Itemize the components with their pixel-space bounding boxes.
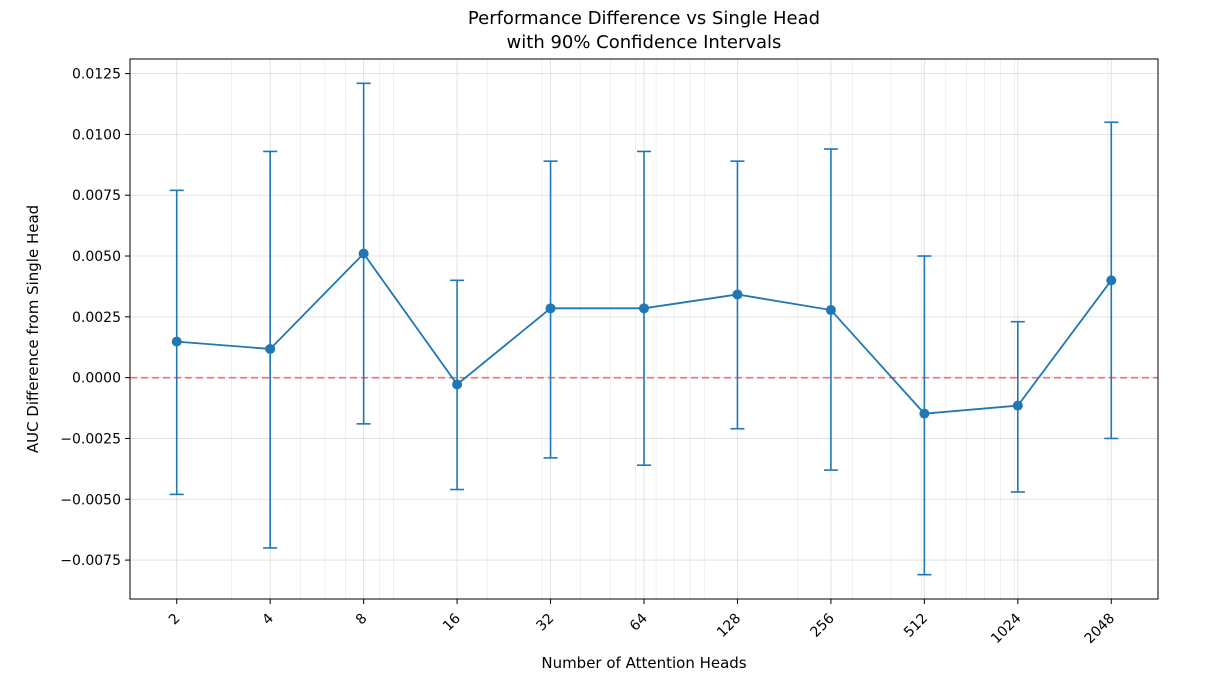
x-tick-label: 32: [533, 611, 557, 635]
data-point: [265, 343, 276, 354]
x-axis: 2 4 8 16 32 64 128 256 512 1024 2048: [166, 599, 1118, 647]
error-bars: [169, 82, 1119, 576]
x-tick-label: 256: [808, 610, 838, 640]
x-tick-label: 2: [166, 611, 184, 629]
x-tick-label: 16: [440, 610, 464, 634]
x-tick-label: 1024: [988, 610, 1025, 647]
data-point: [1012, 400, 1023, 411]
x-tick-label: 8: [353, 611, 371, 629]
y-tick-label: 0.0100: [72, 127, 121, 143]
y-tick-label: −0.0025: [60, 431, 121, 447]
y-tick-label: 0.0025: [72, 310, 121, 326]
data-point: [545, 303, 556, 314]
data-point: [825, 305, 836, 316]
y-axis: −0.0075 −0.0050 −0.0025 0.0000 0.0025 0.0050 0…: [60, 67, 130, 569]
y-tick-label: 0.0125: [72, 67, 121, 83]
y-tick-label: 0.0050: [72, 249, 121, 265]
chart-title-line-2: with 90% Confidence Intervals: [507, 32, 782, 53]
data-point: [919, 408, 930, 419]
x-tick-label: 2048: [1082, 611, 1119, 648]
data-point: [452, 379, 463, 390]
y-tick-label: 0.0075: [72, 188, 121, 204]
data-point: [358, 248, 369, 259]
data-point: [639, 303, 649, 314]
series: [171, 248, 1117, 419]
data-point: [1106, 275, 1117, 286]
data-point: [171, 336, 182, 347]
x-tick-label: 64: [627, 610, 651, 634]
y-tick-label: −0.0075: [60, 553, 121, 569]
grid: [130, 59, 1158, 599]
x-tick-label: 512: [901, 611, 931, 641]
x-tick-label: 128: [714, 611, 744, 641]
chart-title-line-1: Performance Difference vs Single Head: [468, 8, 820, 29]
x-axis-label: Number of Attention Heads: [541, 654, 746, 672]
data-point: [732, 289, 743, 300]
x-tick-label: 4: [259, 610, 277, 628]
y-tick-label: −0.0050: [60, 492, 121, 508]
y-tick-label: 0.0000: [72, 371, 121, 387]
y-axis-label: AUC Difference from Single Head: [24, 205, 42, 453]
